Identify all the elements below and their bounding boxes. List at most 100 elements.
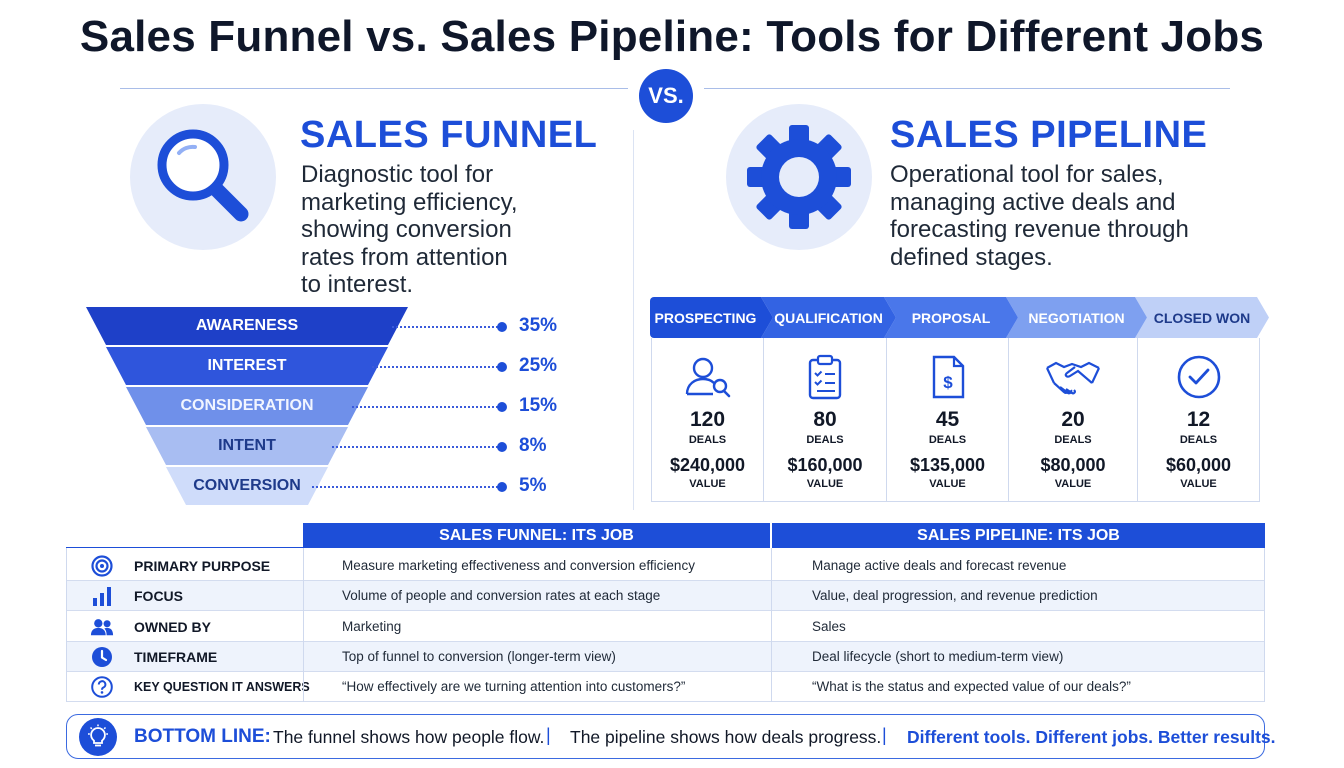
funnel-leader-dot: [497, 482, 507, 492]
clock-icon: [90, 646, 114, 668]
table-cell-funnel: Marketing: [342, 619, 402, 634]
bottom-line-pipeline-text: The pipeline shows how deals progress.: [570, 727, 882, 747]
funnel-description: Diagnostic tool for marketing efficiency…: [301, 161, 518, 299]
person-search-icon: [652, 354, 763, 400]
handshake-icon: [1009, 354, 1137, 400]
pipeline-deal-count: 80: [813, 408, 837, 431]
table-column-divider: [303, 548, 304, 702]
pipeline-stage-qualification: QUALIFICATION: [761, 297, 896, 338]
pipeline-deal-count: 20: [1061, 408, 1085, 431]
question-icon: [90, 676, 114, 698]
funnel-stage-consideration: CONSIDERATION: [126, 387, 368, 425]
bottom-line-tagline: Different tools. Different jobs. Better …: [907, 727, 1276, 747]
funnel-description-line: showing conversion: [301, 216, 512, 243]
pipeline-description-line: managing active deals and: [890, 188, 1176, 216]
funnel-leader-line: [352, 406, 498, 408]
pipeline-deal-value: $135,000: [909, 455, 986, 475]
table-row-label: PRIMARY PURPOSE: [134, 558, 271, 574]
funnel-stage-percent: 25%: [519, 355, 558, 376]
pipeline-stage-card: $45 DEALS $135,000 VALUE: [886, 338, 1009, 502]
pipeline-stage-card: 20 DEALS $80,000 VALUE: [1008, 338, 1138, 502]
bar-chart-icon: [90, 585, 114, 607]
pipeline-deal-value: $60,000: [1165, 455, 1232, 475]
pipeline-deals-label: DEALS: [928, 434, 967, 446]
check-circle-icon: [1138, 354, 1259, 400]
funnel-stage-percent: 15%: [519, 395, 558, 416]
funnel-stage-percent: 5%: [519, 475, 547, 496]
table-left-edge: [66, 548, 67, 702]
table-row-label: KEY QUESTION IT ANSWERS: [134, 680, 310, 694]
bottom-line-funnel-text: The funnel shows how people flow.: [273, 727, 545, 747]
table-cell-funnel: Top of funnel to conversion (longer-term…: [342, 649, 616, 664]
pipeline-description: Operational tool for sales, managing act…: [890, 161, 1189, 271]
funnel-stage-percent: 35%: [519, 315, 558, 336]
pipeline-stage-proposal: PROPOSAL: [884, 297, 1018, 338]
bottom-line-banner: BOTTOM LINE: The funnel shows how people…: [66, 714, 1276, 759]
funnel-leader-line: [312, 486, 498, 488]
table-row: OWNED BY Marketing Sales: [66, 612, 1265, 642]
title-rule-right: [704, 88, 1230, 89]
funnel-description-line: to interest.: [301, 271, 414, 298]
pipeline-deal-count: 12: [1186, 408, 1211, 431]
pipeline-stage-card: 80 DEALS $160,000 VALUE: [763, 338, 887, 502]
clipboard-checklist-icon: [764, 354, 886, 400]
pipeline-stage-label: PROSPECTING: [654, 309, 757, 326]
table-row-label: FOCUS: [134, 588, 183, 604]
pipeline-deals-label: DEALS: [1179, 434, 1218, 446]
pipeline-stage-label: CLOSED WON: [1153, 309, 1251, 326]
funnel-leader-line: [372, 366, 498, 368]
funnel-stage-interest: INTEREST: [106, 347, 388, 385]
pipeline-deal-value: $240,000: [669, 455, 746, 475]
table-cell-pipeline: Sales: [812, 619, 846, 634]
bottom-line-label: BOTTOM LINE:: [134, 726, 271, 747]
pipeline-stage-label: NEGOTIATION: [1028, 309, 1125, 326]
table-column-divider: [771, 548, 772, 702]
table-row-label: OWNED BY: [134, 619, 211, 635]
table-top-rule: [66, 547, 303, 548]
magnifying-glass-icon: [157, 129, 249, 222]
table-row: TIMEFRAME Top of funnel to conversion (lo…: [66, 642, 1265, 672]
table-row-label: TIMEFRAME: [134, 649, 218, 665]
funnel-leader-line: [392, 326, 498, 328]
pipeline-deals-label: DEALS: [688, 434, 727, 446]
table-cell-pipeline: Value, deal progression, and revenue pre…: [812, 588, 1098, 603]
pipeline-title: SALES PIPELINE: [890, 114, 1208, 156]
pipeline-deal-count: 120: [689, 408, 726, 431]
pipeline-stage-card: 12 DEALS $60,000 VALUE: [1137, 338, 1260, 502]
funnel-stage-label: INTEREST: [207, 357, 287, 374]
title-rule-left: [120, 88, 628, 89]
page-title: Sales Funnel vs. Sales Pipeline: Tools f…: [79, 12, 1265, 61]
pipeline-deals-label: DEALS: [1054, 434, 1092, 446]
table-row: PRIMARY PURPOSE Measure marketing effecti…: [66, 551, 1265, 581]
pipeline-value-label: VALUE: [1180, 478, 1217, 490]
table-cell-funnel: Measure marketing effectiveness and conv…: [342, 558, 695, 573]
pipeline-value-label: VALUE: [689, 478, 726, 490]
pipeline-deal-value: $160,000: [787, 455, 863, 475]
table-cell-pipeline: Manage active deals and forecast revenue: [812, 558, 1067, 573]
pipeline-value-label: VALUE: [929, 478, 966, 490]
table-row: KEY QUESTION IT ANSWERS “How effectively …: [66, 672, 1265, 702]
funnel-stage-label: AWARENESS: [195, 317, 299, 334]
funnel-description-line: Diagnostic tool for: [301, 161, 494, 188]
table-cell-pipeline: “What is the status and expected value o…: [812, 679, 1131, 694]
funnel-job-header: SALES FUNNEL: ITS JOB: [303, 523, 770, 548]
table-cell-funnel: Volume of people and conversion rates at…: [342, 588, 661, 603]
pipeline-description-line: defined stages.: [890, 243, 1053, 271]
funnel-stage-label: CONVERSION: [193, 477, 301, 494]
bottom-line-separator: |: [882, 725, 887, 745]
funnel-stage-intent: INTENT: [146, 427, 348, 465]
funnel-stage-label: CONSIDERATION: [180, 397, 314, 414]
vs-badge: VS.: [639, 69, 693, 123]
funnel-leader-dot: [497, 442, 507, 452]
pipeline-job-header: SALES PIPELINE: ITS JOB: [772, 523, 1265, 548]
target-icon: [90, 555, 114, 577]
pipeline-stage-negotiation: NEGOTIATION: [1006, 297, 1147, 338]
funnel-stage-label: INTENT: [218, 437, 276, 454]
center-divider: [633, 130, 634, 510]
table-cell-funnel: “How effectively are we turning attentio…: [342, 679, 686, 694]
funnel-description-line: marketing efficiency,: [301, 188, 518, 216]
funnel-stage-awareness: AWARENESS: [86, 307, 408, 345]
lightbulb-icon: [79, 718, 117, 756]
table-column-divider: [1264, 548, 1265, 702]
table-row: FOCUS Volume of people and conversion rat…: [66, 581, 1265, 611]
